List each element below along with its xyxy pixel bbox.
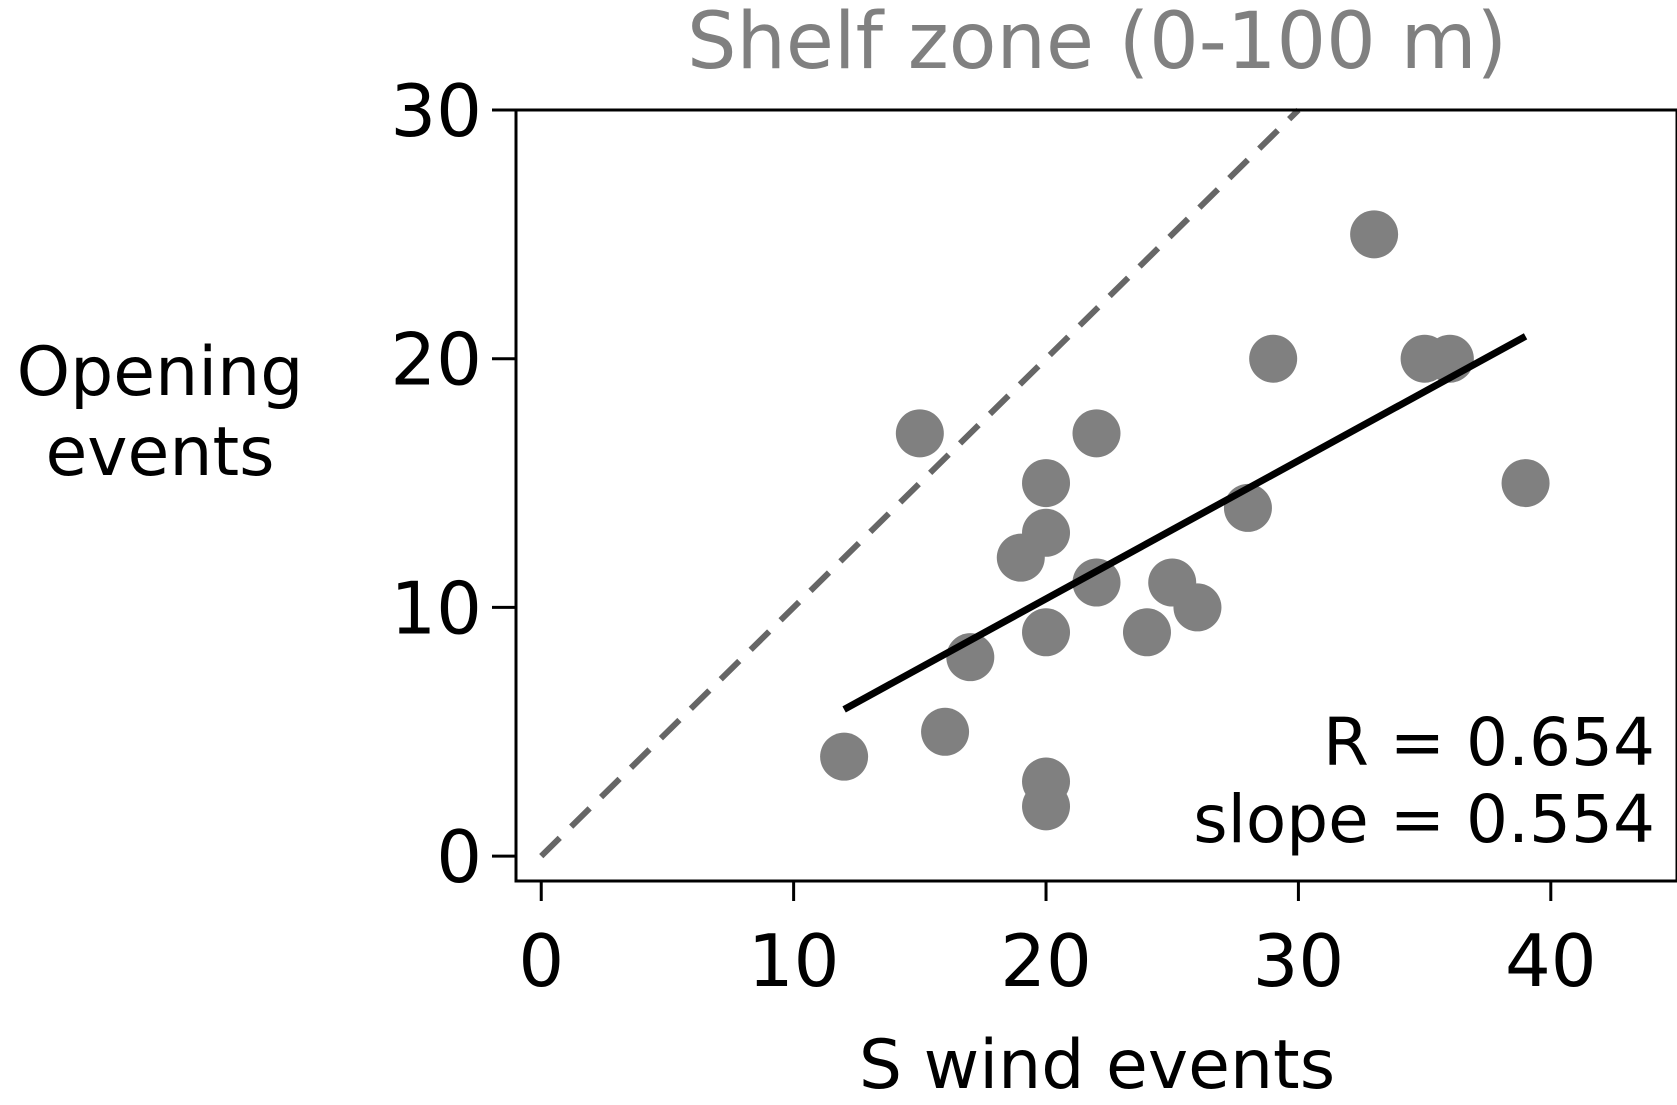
data-point (820, 732, 869, 781)
chart-title: Shelf zone (0-100 m) (687, 0, 1507, 87)
data-point (1022, 608, 1071, 657)
y-axis: 0 10 20 30 (390, 69, 516, 899)
slope-annotation: slope = 0.554 (1193, 781, 1655, 858)
y-tick-label: 30 (390, 69, 482, 153)
data-point (1022, 508, 1071, 557)
data-point (1022, 782, 1071, 831)
x-tick-label: 0 (518, 919, 564, 1003)
regression-line (842, 333, 1528, 713)
data-point (1072, 409, 1121, 458)
data-point (1350, 210, 1399, 259)
data-point (895, 409, 944, 458)
data-point (1022, 459, 1071, 508)
y-axis-label-line-1: Opening (17, 333, 304, 412)
axes-frame (514, 108, 1677, 883)
y-axis-label-line-2: events (45, 413, 274, 492)
x-tick-label: 30 (1253, 919, 1345, 1003)
data-point (1173, 583, 1222, 632)
y-tick-label: 0 (436, 815, 482, 899)
x-axis: 0 10 20 30 40 (518, 881, 1597, 1003)
data-point (921, 707, 970, 756)
data-point (1122, 608, 1171, 657)
x-tick-label: 10 (748, 919, 840, 1003)
correlation-annotation: R = 0.654 (1323, 704, 1655, 781)
data-point (1072, 558, 1121, 607)
identity-line (539, 107, 1301, 859)
data-point (1249, 334, 1298, 383)
plot-area (539, 107, 1550, 859)
y-tick-label: 20 (390, 318, 482, 402)
x-tick-label: 40 (1505, 919, 1597, 1003)
x-tick-label: 20 (1000, 919, 1092, 1003)
y-tick-label: 10 (390, 566, 482, 650)
data-point (1501, 459, 1550, 508)
x-axis-label: S wind events (859, 1026, 1335, 1105)
